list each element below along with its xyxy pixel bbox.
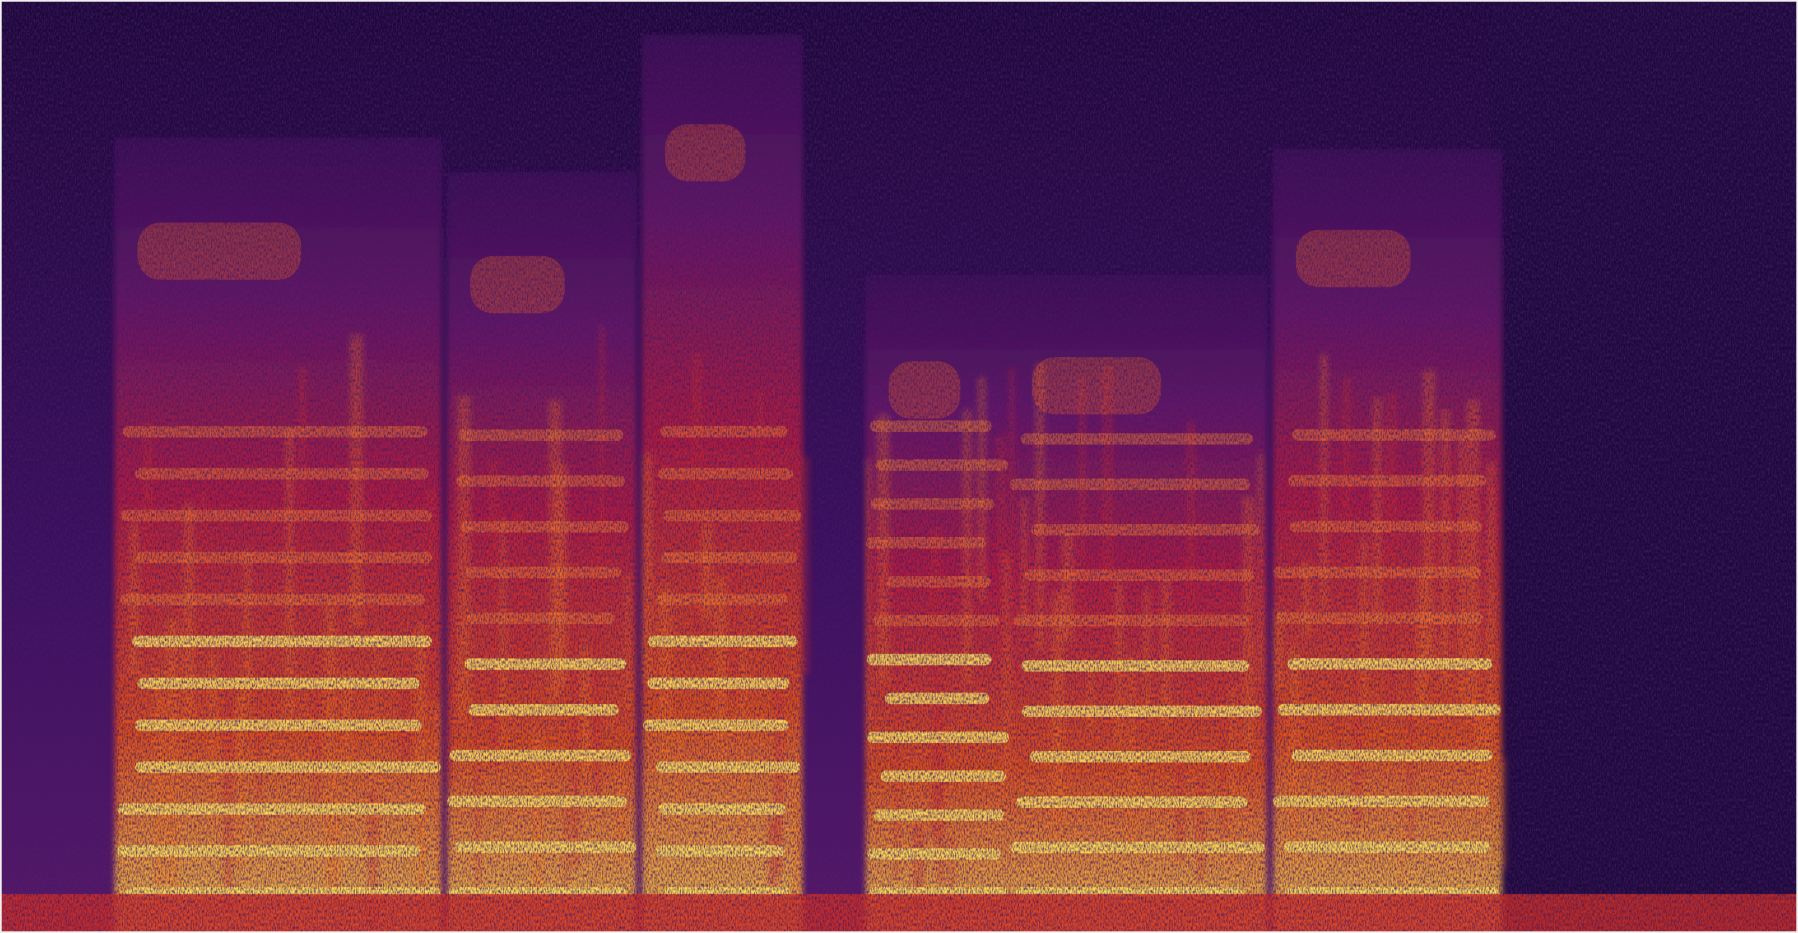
spectrogram <box>0 0 1798 933</box>
page-body: (() => { const NS = 'http://www.w3.org/2… <box>0 0 1798 933</box>
page: {} html, body { margin: 0; padding: 0; w… <box>0 0 1798 933</box>
noise-texture <box>0 0 1798 933</box>
